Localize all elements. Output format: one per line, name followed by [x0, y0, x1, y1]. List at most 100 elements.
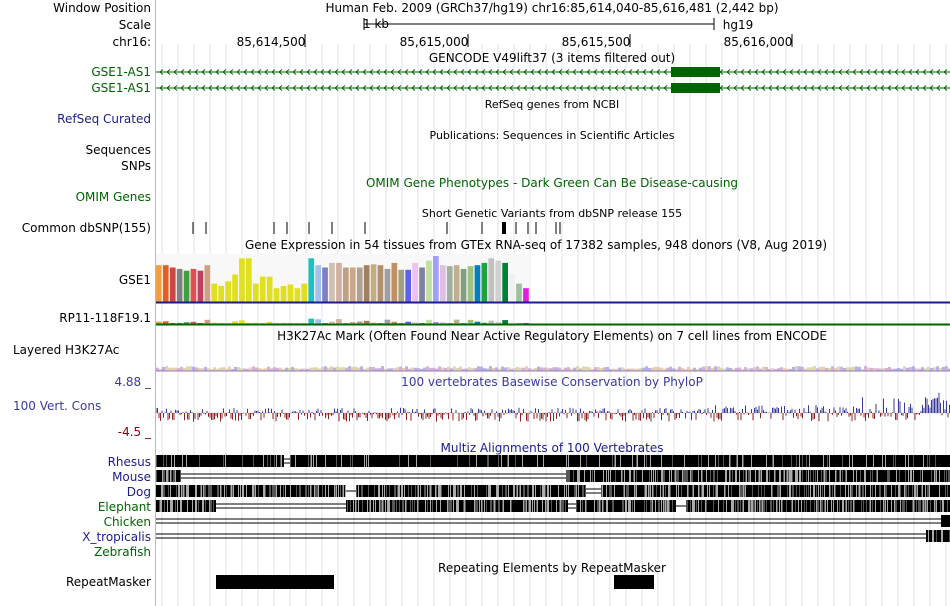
alignment-block — [843, 500, 844, 512]
alignment-block — [625, 485, 626, 497]
track-graphics[interactable] — [156, 0, 950, 606]
gtex-gene1-label[interactable]: GSE1 — [118, 273, 151, 287]
alignment-block — [717, 500, 718, 512]
alignment-block — [887, 485, 888, 497]
alignment-block — [542, 455, 543, 467]
gencode-label-2[interactable]: GSE1-AS1 — [91, 81, 151, 95]
strand-arrow — [215, 69, 220, 75]
species-mouse[interactable]: Mouse — [112, 470, 151, 484]
alignment-block — [445, 455, 446, 467]
species-xtropicalis[interactable]: X_tropicalis — [82, 530, 151, 544]
alignment-block — [858, 500, 859, 512]
alignment-block — [477, 500, 478, 512]
strand-arrow — [789, 85, 794, 91]
alignment-block — [749, 470, 750, 482]
species-chicken[interactable]: Chicken — [103, 515, 151, 529]
alignment-block — [398, 500, 399, 512]
alignment-block — [789, 500, 790, 512]
phylop-label[interactable]: 100 Vert. Cons — [13, 399, 102, 413]
strand-arrow — [943, 69, 948, 75]
alignment-block — [292, 455, 293, 467]
phylop-title[interactable]: 100 vertebrates Basewise Conservation by… — [401, 375, 703, 389]
alignment-block — [182, 455, 183, 467]
alignment-block — [767, 500, 768, 512]
alignment-block — [806, 470, 807, 482]
species-dog[interactable]: Dog — [126, 485, 151, 499]
multiz-title[interactable]: Multiz Alignments of 100 Vertebrates — [440, 441, 664, 455]
alignment-block — [238, 455, 239, 467]
gtex-title[interactable]: Gene Expression in 54 tissues from GTEx … — [244, 238, 828, 252]
alignment-block — [508, 455, 509, 467]
alignment-block — [373, 455, 374, 467]
alignment-block — [215, 455, 216, 467]
alignment-block — [672, 470, 673, 482]
alignment-block — [228, 485, 229, 497]
snps-label[interactable]: SNPs — [121, 159, 151, 173]
alignment-block — [201, 455, 202, 467]
alignment-block — [667, 470, 668, 482]
publications-title[interactable]: Publications: Sequences in Scientific Ar… — [429, 129, 675, 142]
species-elephant[interactable]: Elephant — [97, 500, 151, 514]
alignment-block — [297, 455, 298, 467]
alignment-block — [851, 485, 852, 497]
alignment-block — [918, 470, 919, 482]
alignment-block — [441, 500, 442, 512]
h3k-signal — [414, 367, 417, 371]
alignment-block — [946, 500, 947, 512]
h3k27ac-title[interactable]: H3K27Ac Mark (Often Found Near Active Re… — [277, 329, 827, 343]
alignment-block — [884, 500, 885, 512]
publications-label[interactable]: Sequences — [85, 143, 151, 157]
alignment-block — [335, 455, 336, 467]
alignment-block — [888, 455, 889, 467]
alignment-block — [766, 470, 767, 482]
dbsnp-label[interactable]: Common dbSNP(155) — [21, 221, 151, 235]
alignment-block — [593, 455, 594, 467]
alignment-block — [310, 485, 311, 497]
alignment-block — [193, 455, 194, 467]
alignment-block — [251, 455, 252, 467]
track-data-area[interactable]: Human Feb. 2009 (GRCh37/hg19) chr16:85,6… — [156, 0, 950, 606]
alignment-block — [667, 500, 668, 512]
alignment-block — [597, 455, 598, 467]
dbsnp-title[interactable]: Short Genetic Variants from dbSNP releas… — [421, 207, 683, 220]
strand-arrow — [397, 69, 402, 75]
alignment-block — [495, 485, 496, 497]
refseq-title[interactable]: RefSeq genes from NCBI — [484, 98, 620, 111]
alignment-block — [913, 500, 914, 512]
gencode-title[interactable]: GENCODE V49lift37 (3 items filtered out) — [428, 51, 676, 65]
strand-arrow — [922, 69, 927, 75]
alignment-block — [661, 485, 662, 497]
alignment-block — [376, 485, 377, 497]
alignment-block — [837, 500, 838, 512]
alignment-block — [246, 485, 247, 497]
repeatmasker-title[interactable]: Repeating Elements by RepeatMasker — [438, 561, 666, 575]
repeatmasker-label[interactable]: RepeatMasker — [65, 575, 151, 589]
species-rhesus[interactable]: Rhesus — [107, 455, 151, 469]
alignment-block — [508, 500, 509, 512]
gtex-bar — [259, 276, 266, 302]
gtex-gene2-label[interactable]: RP11-118F19.1 — [59, 311, 151, 325]
omim-title[interactable]: OMIM Gene Phenotypes - Dark Green Can Be… — [365, 176, 739, 190]
refseq-label[interactable]: RefSeq Curated — [57, 112, 151, 126]
h3k-signal — [615, 368, 618, 371]
alignment-block — [396, 455, 397, 467]
alignment-block — [852, 470, 853, 482]
species-zebrafish[interactable]: Zebrafish — [94, 545, 151, 559]
alignment-block — [407, 500, 408, 512]
h3k27ac-track — [156, 366, 950, 372]
alignment-block — [472, 500, 473, 512]
h3k-signal — [444, 367, 447, 371]
alignment-block — [854, 485, 855, 497]
alignment-block — [839, 470, 840, 482]
omim-label[interactable]: OMIM Genes — [75, 190, 151, 204]
alignment-block — [620, 485, 621, 497]
alignment-block — [554, 500, 555, 512]
alignment-block — [544, 455, 545, 467]
strand-arrow — [460, 69, 465, 75]
gencode-label-1[interactable]: GSE1-AS1 — [91, 65, 151, 79]
alignment-block — [433, 485, 434, 497]
h3k-signal — [819, 366, 822, 371]
alignment-block — [658, 470, 659, 482]
alignment-block — [537, 500, 538, 512]
h3k27ac-label[interactable]: Layered H3K27Ac — [13, 343, 120, 357]
